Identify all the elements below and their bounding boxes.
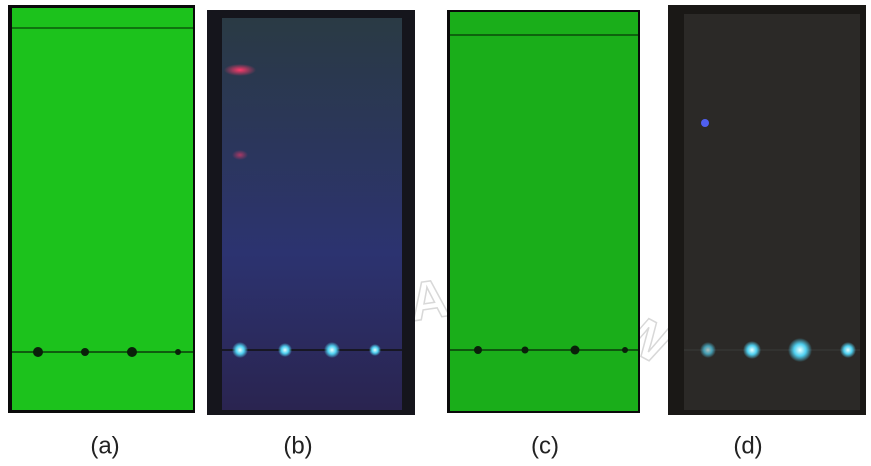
panel-label: (d): [733, 432, 762, 459]
spot: [701, 119, 709, 127]
spot: [232, 150, 248, 160]
panel-label: (b): [283, 432, 312, 459]
figure: RSITAS BRAW (a) (b) (c) (d): [0, 0, 871, 466]
spot: [224, 64, 256, 76]
panel-label: (a): [90, 432, 119, 459]
panel-label: (c): [531, 432, 559, 459]
